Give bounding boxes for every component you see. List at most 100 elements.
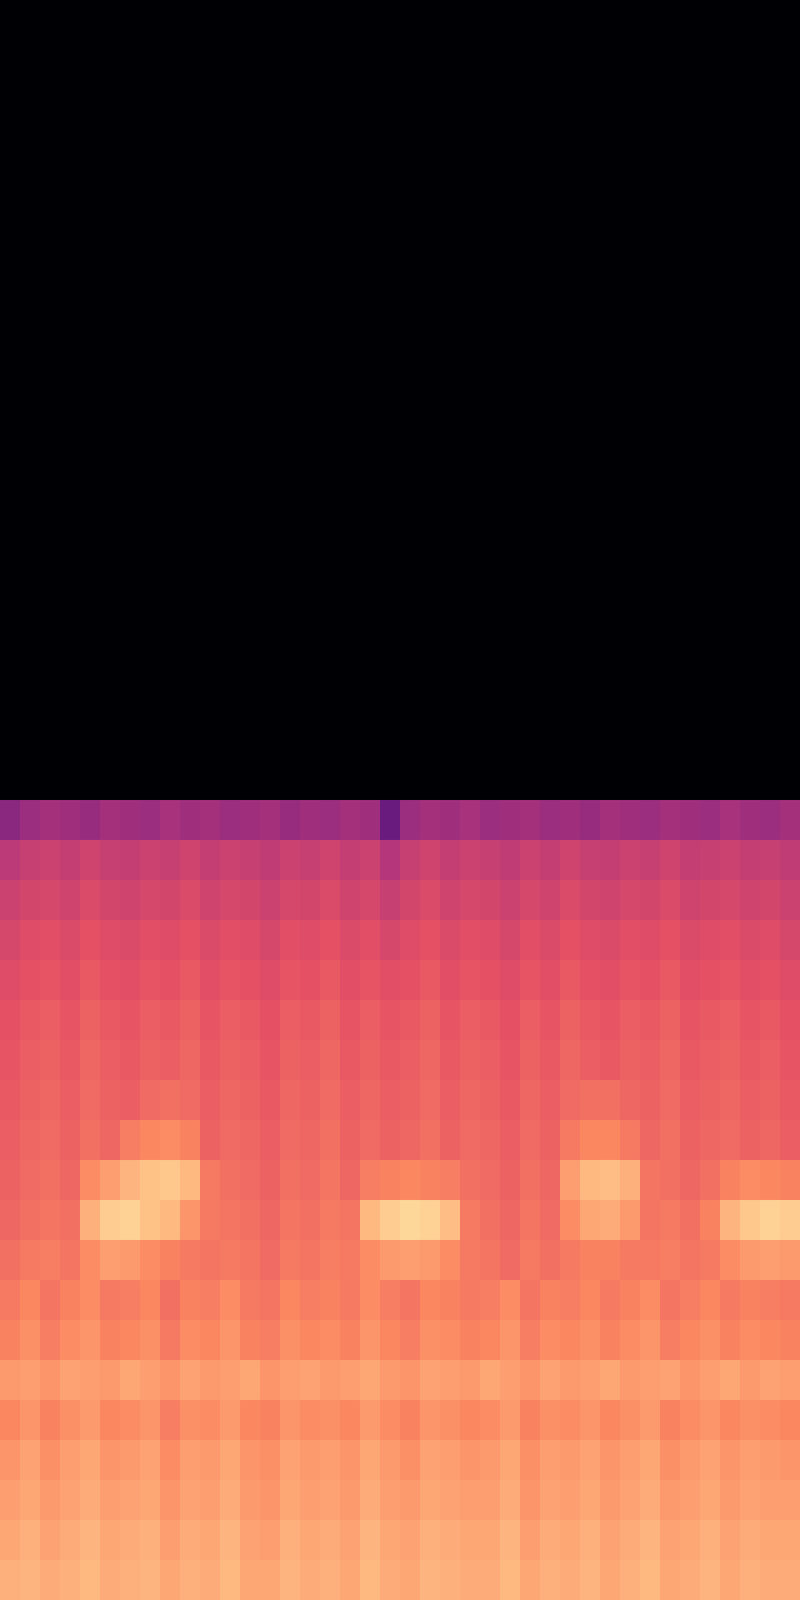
cell bbox=[400, 80, 421, 121]
cell bbox=[540, 1240, 561, 1281]
cell bbox=[100, 0, 121, 41]
cell bbox=[580, 600, 601, 641]
cell bbox=[340, 120, 361, 161]
cell bbox=[120, 400, 141, 441]
cell bbox=[0, 1440, 21, 1481]
cell bbox=[100, 1240, 121, 1281]
cell bbox=[640, 800, 661, 841]
cell bbox=[400, 1320, 421, 1361]
cell bbox=[240, 1520, 261, 1561]
cell bbox=[40, 400, 61, 441]
cell bbox=[780, 160, 800, 201]
cell bbox=[180, 440, 201, 481]
cell bbox=[280, 440, 301, 481]
cell bbox=[160, 1520, 181, 1561]
cell bbox=[480, 320, 501, 361]
cell bbox=[380, 1520, 401, 1561]
cell bbox=[740, 1440, 761, 1481]
cell bbox=[760, 1520, 781, 1561]
cell bbox=[380, 200, 401, 241]
cell bbox=[340, 560, 361, 601]
cell bbox=[720, 1440, 741, 1481]
cell bbox=[420, 1520, 441, 1561]
cell bbox=[440, 40, 461, 81]
cell bbox=[740, 1520, 761, 1561]
cell bbox=[160, 880, 181, 921]
cell bbox=[200, 1080, 221, 1121]
cell bbox=[160, 480, 181, 521]
cell bbox=[720, 720, 741, 761]
cell bbox=[480, 1160, 501, 1201]
cell bbox=[700, 840, 721, 881]
cell bbox=[600, 680, 621, 721]
cell bbox=[340, 240, 361, 281]
cell bbox=[460, 720, 481, 761]
cell bbox=[160, 200, 181, 241]
cell bbox=[260, 1320, 281, 1361]
cell bbox=[360, 880, 381, 921]
cell bbox=[380, 1080, 401, 1121]
cell bbox=[40, 1360, 61, 1401]
cell bbox=[200, 960, 221, 1001]
cell bbox=[460, 120, 481, 161]
cell bbox=[240, 1480, 261, 1521]
cell bbox=[500, 0, 521, 41]
cell bbox=[440, 1480, 461, 1521]
cell bbox=[500, 280, 521, 321]
cell bbox=[60, 1400, 81, 1441]
cell bbox=[300, 1320, 321, 1361]
cell bbox=[40, 600, 61, 641]
cell bbox=[240, 1440, 261, 1481]
cell bbox=[680, 1280, 701, 1321]
cell bbox=[600, 1160, 621, 1201]
cell bbox=[660, 320, 681, 361]
cell bbox=[120, 1160, 141, 1201]
cell bbox=[760, 520, 781, 561]
cell bbox=[440, 600, 461, 641]
cell bbox=[280, 1200, 301, 1241]
cell bbox=[440, 960, 461, 1001]
cell bbox=[580, 360, 601, 401]
cell bbox=[420, 720, 441, 761]
cell bbox=[440, 320, 461, 361]
cell bbox=[120, 640, 141, 681]
cell bbox=[320, 1440, 341, 1481]
cell bbox=[100, 1120, 121, 1161]
cell bbox=[0, 40, 21, 81]
cell bbox=[760, 640, 781, 681]
cell bbox=[520, 840, 541, 881]
cell bbox=[180, 1000, 201, 1041]
cell bbox=[200, 800, 221, 841]
cell bbox=[640, 1280, 661, 1321]
cell bbox=[740, 0, 761, 41]
cell bbox=[220, 40, 241, 81]
cell bbox=[740, 1320, 761, 1361]
cell bbox=[640, 520, 661, 561]
cell bbox=[60, 880, 81, 921]
cell bbox=[320, 1040, 341, 1081]
cell bbox=[580, 440, 601, 481]
cell bbox=[780, 800, 800, 841]
cell bbox=[100, 560, 121, 601]
cell bbox=[520, 800, 541, 841]
cell bbox=[20, 640, 41, 681]
cell bbox=[180, 360, 201, 401]
cell bbox=[760, 40, 781, 81]
cell bbox=[200, 1000, 221, 1041]
cell bbox=[780, 1360, 800, 1401]
cell bbox=[180, 760, 201, 801]
cell bbox=[120, 920, 141, 961]
cell bbox=[200, 1160, 221, 1201]
cell bbox=[340, 400, 361, 441]
cell bbox=[660, 240, 681, 281]
cell bbox=[460, 800, 481, 841]
cell bbox=[660, 960, 681, 1001]
cell bbox=[720, 880, 741, 921]
cell bbox=[580, 1520, 601, 1561]
cell bbox=[200, 80, 221, 121]
cell bbox=[680, 600, 701, 641]
cell bbox=[60, 1120, 81, 1161]
cell bbox=[340, 360, 361, 401]
cell bbox=[140, 1360, 161, 1401]
cell bbox=[280, 200, 301, 241]
